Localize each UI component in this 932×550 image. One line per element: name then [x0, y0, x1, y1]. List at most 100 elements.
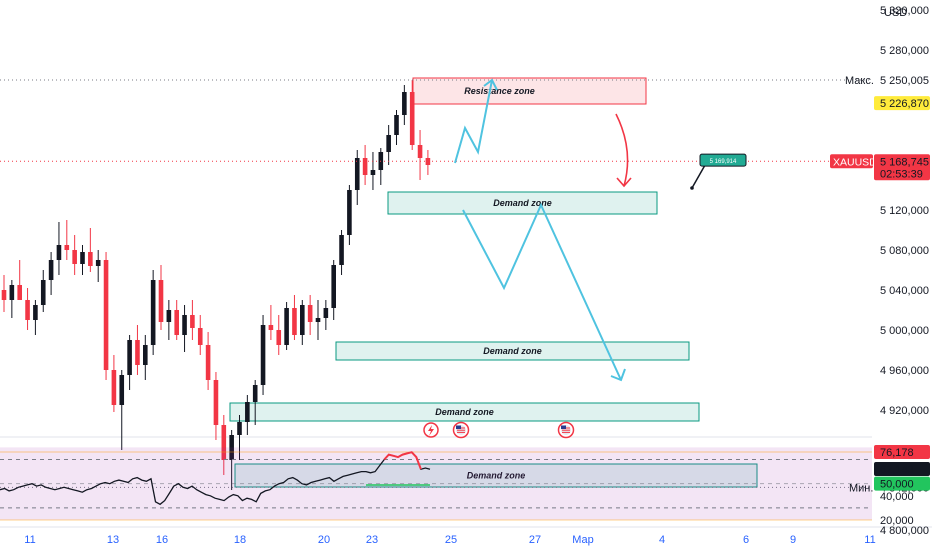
price-tick-label: 5 120,000 [880, 205, 929, 217]
event-icons [423, 421, 575, 439]
candle-up [56, 222, 62, 275]
candle-body [307, 305, 313, 322]
bullish-arrow [454, 79, 493, 164]
candle-body [150, 280, 156, 345]
candle-up [166, 300, 172, 340]
date-tick-label: 25 [445, 534, 457, 546]
zones: Resistance zone Demand zone Demand zone Dem… [229, 77, 758, 488]
candle-up [245, 395, 250, 435]
candle-down [72, 235, 77, 275]
candle-down [197, 315, 203, 355]
rsi-upper-value: 76,178 [880, 447, 914, 459]
candle-up [33, 300, 38, 335]
candle-down [88, 228, 93, 272]
symbol-tag [830, 154, 873, 169]
price-tick-label: 4 800,000 [880, 525, 929, 537]
candle-down [205, 332, 211, 390]
plot-background [0, 0, 872, 550]
zone-label: Demand zone [483, 346, 542, 356]
candle-up [339, 230, 344, 275]
lightning-icon [428, 425, 434, 436]
candle-up [323, 300, 329, 330]
price-tick-label: 4 960,000 [880, 365, 929, 377]
us-event-icon[interactable] [452, 421, 470, 439]
candle-up [331, 260, 336, 320]
candle-body [80, 252, 85, 264]
candle-down [174, 300, 179, 340]
candle-body [111, 370, 117, 405]
candle-body [409, 92, 415, 145]
demand-zone [387, 191, 658, 215]
candle-down [307, 295, 313, 335]
bearish-arrow [462, 202, 622, 381]
candle-body [386, 135, 391, 152]
price-tick-label: 5 280,000 [880, 45, 929, 57]
zone-label: Demand zone [493, 198, 552, 208]
rsi-current-value: 62,143 [880, 464, 914, 476]
candle-down [417, 130, 423, 180]
candle-up [119, 370, 125, 450]
zone-label: Resistance zone [464, 86, 535, 96]
price-tick-label: 5 000,000 [880, 325, 929, 337]
rsi-line [0, 451, 431, 506]
candle-up [237, 415, 242, 460]
candle-up [80, 245, 85, 275]
price-note-text: 5 169,914 [710, 159, 737, 165]
demand-zone [229, 402, 700, 422]
candle-body [354, 158, 360, 190]
pullback-arrow [615, 113, 629, 187]
candle-down [135, 325, 140, 375]
candle-body [72, 250, 77, 264]
date-tick-label: 20 [318, 534, 330, 546]
candle-body [402, 92, 407, 115]
date-tick-label: 4 [659, 534, 665, 546]
candle-body [425, 158, 431, 165]
candle-body [268, 325, 274, 330]
candle-body [362, 158, 368, 175]
candle-body [252, 385, 258, 402]
candle-body [370, 170, 376, 175]
date-tick-label: 27 [529, 534, 541, 546]
candle-up [300, 300, 305, 345]
candle-body [143, 345, 148, 365]
candle-body [197, 328, 203, 345]
date-tick-label: 16 [156, 534, 168, 546]
candle-down [362, 145, 368, 185]
candle-body [315, 318, 321, 322]
candle-body [1, 290, 7, 300]
rsi-upper-pill [874, 445, 930, 459]
candle-body [292, 308, 297, 335]
date-tick-label: 6 [743, 534, 749, 546]
rsi-mid-pill [874, 476, 930, 491]
candle-up [9, 280, 15, 318]
price-note[interactable] [699, 153, 747, 167]
candle-body [221, 425, 227, 460]
date-tick-label: 11 [24, 534, 35, 546]
candle-body [127, 340, 132, 375]
candle-down [409, 80, 415, 150]
zone-label: Demand zone [435, 407, 494, 417]
max-value: 5 250,005 [880, 75, 929, 87]
candle-body [229, 435, 234, 460]
candle-down [276, 315, 282, 355]
candle-up [150, 270, 156, 355]
candle-body [213, 380, 219, 425]
current-price-value: 5 168,745 [880, 156, 929, 168]
bullish-arrow-head [483, 78, 498, 91]
candle-up [40, 270, 46, 312]
candle-down [64, 220, 70, 260]
bearish-arrow-head [610, 368, 626, 382]
candle-up [229, 430, 234, 490]
note-pointer [691, 164, 706, 189]
zone-label: Demand zone [467, 471, 526, 481]
current-price-tag [874, 154, 930, 181]
price-tick-label: 5 080,000 [880, 245, 929, 257]
candle-body [135, 340, 140, 365]
date-tick-label: 9 [790, 534, 796, 546]
high-price-pill [874, 96, 930, 111]
candle-down [425, 150, 431, 175]
us-event-icon[interactable] [557, 421, 575, 439]
candle-down [25, 288, 30, 330]
